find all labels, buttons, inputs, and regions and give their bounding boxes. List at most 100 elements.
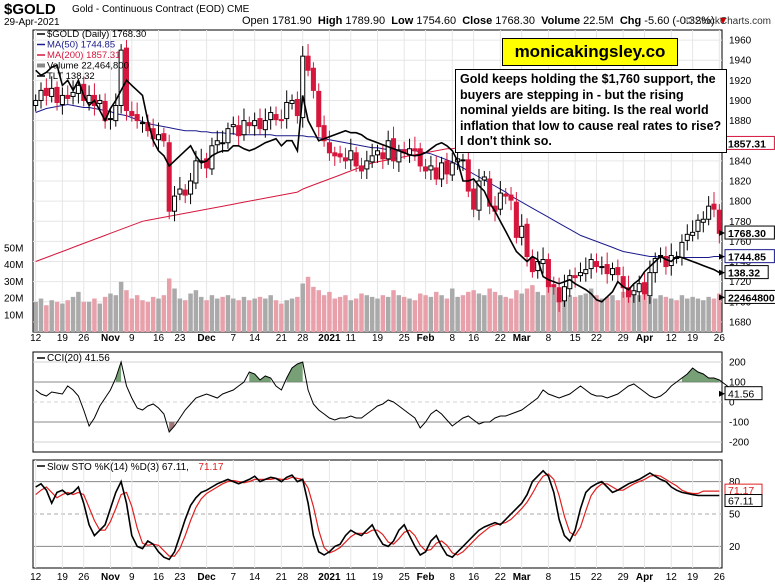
x-tick-label: Dec bbox=[197, 333, 216, 344]
x-tick-label: 9 bbox=[129, 572, 135, 583]
volume-bar bbox=[321, 295, 327, 332]
candle-body bbox=[385, 140, 391, 160]
volume-bar bbox=[460, 295, 466, 332]
volume-bar bbox=[193, 290, 199, 332]
volume-bar bbox=[161, 295, 167, 332]
volume-bar bbox=[679, 295, 685, 332]
close-label: Close bbox=[462, 15, 493, 27]
volume-bar bbox=[166, 278, 172, 332]
x-tick-label: 8 bbox=[546, 333, 552, 344]
volume-bar bbox=[140, 300, 145, 332]
right-value-box bbox=[724, 289, 775, 304]
volume-bar bbox=[209, 295, 215, 332]
legend-label: $GOLD (Daily) 1768.30 bbox=[47, 29, 146, 40]
candle-body bbox=[38, 89, 44, 101]
x-tick-label: 26 bbox=[78, 572, 90, 583]
candle-body bbox=[476, 180, 482, 211]
volume-value: 22.5M bbox=[583, 15, 614, 27]
volume-bar bbox=[396, 295, 402, 332]
candle-body bbox=[545, 259, 551, 288]
x-tick-label: 29 bbox=[618, 333, 630, 344]
x-tick-label: 7 bbox=[231, 333, 237, 344]
volume-bar bbox=[332, 298, 338, 332]
volume-bar bbox=[423, 295, 428, 332]
candle-body bbox=[294, 98, 300, 117]
candle-body bbox=[182, 189, 188, 196]
candle-body bbox=[252, 120, 258, 127]
candle-body bbox=[172, 195, 178, 212]
x-tick-label: Mar bbox=[513, 333, 531, 344]
x-tick-label: 19 bbox=[57, 572, 69, 583]
volume-tick-label: 50M bbox=[4, 243, 23, 254]
candle-body bbox=[556, 287, 562, 303]
volume-bar bbox=[97, 303, 103, 332]
x-tick-label: 26 bbox=[714, 572, 726, 583]
volume-bar bbox=[412, 300, 418, 332]
volume-bar bbox=[257, 296, 263, 332]
candle-body bbox=[86, 94, 92, 103]
cci-tick-label: 100 bbox=[729, 378, 746, 389]
legend-label: TLT 138.32 bbox=[47, 71, 95, 82]
volume-bar bbox=[204, 300, 209, 332]
volume-bar bbox=[631, 293, 637, 332]
volume-bar bbox=[401, 296, 407, 332]
value-pointer-icon bbox=[719, 294, 725, 301]
volume-bar bbox=[70, 296, 76, 332]
x-tick-label: 25 bbox=[399, 333, 411, 344]
candle-body bbox=[364, 160, 370, 170]
candle-body bbox=[316, 90, 322, 128]
candle-body bbox=[230, 124, 236, 128]
low-value: 1754.60 bbox=[416, 15, 457, 27]
ohlc-readout: Open 1781.90 High 1789.90 Low 1754.60 Cl… bbox=[242, 15, 729, 27]
cci-value-label: 41.56 bbox=[728, 389, 754, 401]
x-tick-label: 8 bbox=[449, 572, 455, 583]
volume-bar bbox=[407, 298, 412, 332]
candle-body bbox=[652, 258, 658, 274]
volume-bar bbox=[284, 300, 289, 332]
low-label: Low bbox=[391, 15, 414, 27]
x-tick-label: 14 bbox=[249, 572, 261, 583]
volume-bar bbox=[134, 295, 140, 332]
cci-tick-label: -100 bbox=[729, 418, 749, 429]
right-value-label: 1744.85 bbox=[728, 252, 766, 264]
candle-body bbox=[588, 259, 594, 270]
x-tick-label: 12 bbox=[30, 572, 42, 583]
right-value-box bbox=[724, 386, 763, 401]
volume-bar bbox=[188, 293, 193, 332]
sto-legend-d-label: 71.17 bbox=[198, 462, 223, 473]
candle-body bbox=[593, 261, 600, 268]
volume-bar bbox=[353, 298, 359, 332]
close-value: 1768.30 bbox=[495, 15, 536, 27]
x-tick-label: 16 bbox=[153, 572, 165, 583]
x-tick-label: 26 bbox=[78, 333, 90, 344]
candle-body bbox=[369, 155, 375, 163]
cci-oversold-fill bbox=[169, 422, 175, 432]
x-tick-label: 11 bbox=[346, 572, 357, 583]
candle-body bbox=[417, 148, 423, 167]
volume-bar bbox=[375, 298, 380, 332]
volume-bar bbox=[102, 296, 108, 332]
brand-badge: monicakingsley.co bbox=[502, 38, 678, 66]
candle-body bbox=[262, 120, 268, 131]
candle-body bbox=[519, 225, 525, 238]
candle-body bbox=[497, 192, 503, 210]
legend-label: MA(50) 1744.85 bbox=[47, 40, 115, 51]
volume-bar bbox=[492, 291, 498, 332]
candle-body bbox=[508, 194, 514, 201]
volume-tick-label: 30M bbox=[4, 277, 23, 288]
volume-bar bbox=[434, 291, 439, 332]
volume-bar bbox=[300, 283, 305, 332]
legend-label: Volume 22,464,800 bbox=[47, 61, 129, 72]
x-tick-label: 8 bbox=[449, 333, 455, 344]
candle-body bbox=[236, 125, 242, 137]
candle-body bbox=[257, 118, 263, 130]
volume-bar bbox=[199, 296, 204, 332]
candle-body bbox=[193, 160, 199, 184]
candle-body bbox=[572, 275, 578, 279]
cci-line bbox=[35, 360, 741, 434]
volume-bar bbox=[311, 286, 316, 332]
x-tick-label: 28 bbox=[297, 572, 309, 583]
volume-bar bbox=[695, 298, 701, 332]
volume-bar bbox=[578, 295, 583, 332]
